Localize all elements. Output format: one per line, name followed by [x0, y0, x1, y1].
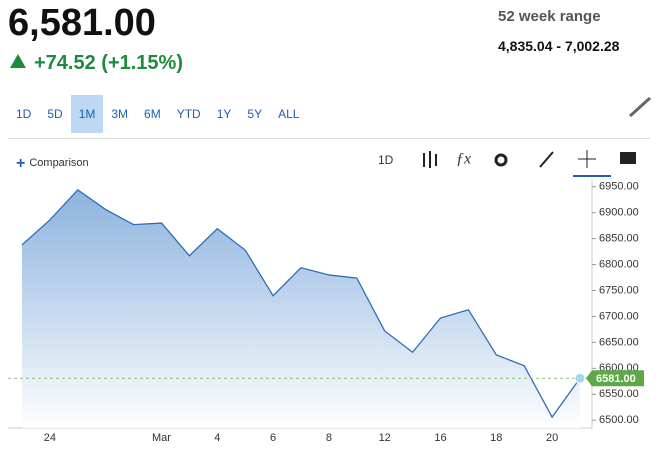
y-tick-label: 6900.00 — [599, 207, 639, 219]
y-tick-label: 6750.00 — [599, 284, 639, 296]
price: 6,581.00 — [8, 2, 156, 44]
range-button[interactable]: 5Y — [247, 107, 263, 121]
range-button[interactable]: ALL — [278, 107, 300, 121]
y-tick-label: 6500.00 — [599, 414, 639, 426]
x-tick-label: 6 — [270, 432, 276, 444]
draw-icon[interactable] — [539, 151, 554, 168]
x-tick-label: 4 — [214, 432, 220, 444]
x-tick-label: Mar — [152, 432, 171, 444]
change-text: +74.52 (+1.15%) — [34, 52, 183, 74]
settings-icon[interactable] — [494, 153, 508, 167]
range-label: 52 week range — [498, 8, 601, 25]
last-point — [574, 372, 586, 384]
note-icon[interactable] — [620, 152, 636, 164]
range-button[interactable]: 5D — [47, 107, 63, 121]
y-tick-label: 6850.00 — [599, 233, 639, 245]
up-arrow — [10, 54, 26, 68]
y-tick-label: 6550.00 — [599, 388, 639, 400]
fx-icon[interactable]: ƒx — [456, 151, 471, 168]
x-tick-label: 18 — [490, 432, 502, 444]
crosshair-icon[interactable] — [578, 150, 596, 168]
y-tick-label: 6700.00 — [599, 310, 639, 322]
price-change: +74.52 (+1.15%) — [10, 52, 183, 75]
line — [21, 188, 581, 419]
range-button[interactable]: YTD — [176, 107, 201, 121]
range-button[interactable]: 1Y — [216, 107, 232, 121]
interval-button[interactable]: 1D — [378, 153, 394, 167]
separator — [8, 138, 650, 139]
range-value: 4,835.04 - 7,002.28 — [498, 38, 620, 54]
range-button[interactable]: 6M — [144, 107, 161, 121]
candles-icon[interactable] — [423, 151, 437, 168]
x-tick-label: 20 — [546, 432, 558, 444]
y-tick-label: 6650.00 — [599, 336, 639, 348]
range-button[interactable]: 3M — [111, 107, 129, 121]
x-tick-label: 16 — [434, 432, 446, 444]
x-tick-label: 8 — [326, 432, 332, 444]
last-price-tag — [586, 370, 644, 387]
range-button[interactable]: 1D — [16, 107, 32, 121]
range-buttons: 1D 5D 1M 3M 6M YTD 1Y 5Y ALL — [8, 95, 307, 133]
toolbar-icons: ƒx — [423, 96, 652, 177]
range-button[interactable]: 1M — [70, 95, 104, 133]
y-tick-label: 6800.00 — [599, 258, 639, 270]
comparison-text: Comparison — [29, 157, 89, 169]
x-tick-label: 24 — [44, 432, 56, 444]
last-price-label: 6581.00 — [596, 373, 636, 385]
area — [22, 189, 580, 428]
x-tick-label: 12 — [379, 432, 391, 444]
y-tick-label: 6950.00 — [599, 181, 639, 193]
comparison-button[interactable]: + Comparison — [16, 155, 89, 172]
expand-icon[interactable] — [628, 96, 652, 118]
